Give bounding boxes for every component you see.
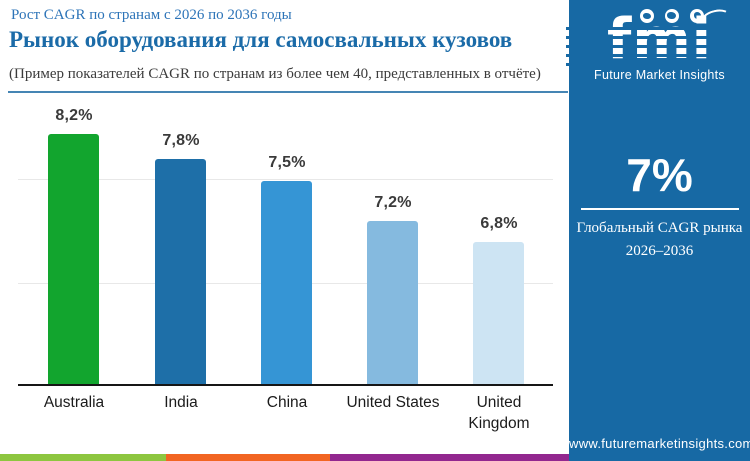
bar-value-china: 7,5% — [268, 154, 306, 171]
bar-united-kingdom — [473, 242, 524, 384]
axis-label-india: India — [164, 394, 198, 411]
footer-stripe-purple — [330, 454, 569, 461]
global-cagr-value: 7% — [626, 149, 693, 201]
asia-pacific-globe-icon — [690, 9, 704, 23]
chart-subtitle: (Пример показателей CAGR по странам из б… — [9, 66, 541, 82]
footer-stripe — [0, 454, 569, 461]
americas-globe-icon — [640, 9, 654, 23]
logo-tagline: Future Market Insights — [594, 68, 725, 82]
cagr-bar-chart: 8,2% Australia 7,8% India 7,5% China 7,2% Unite… — [18, 107, 553, 432]
axis-label-united-kingdom: United Kingdom — [468, 394, 530, 432]
bar-value-united-kingdom: 6,8% — [480, 215, 518, 232]
stat-divider — [580, 208, 739, 210]
global-cagr-caption: Глобальный CAGR рынка 2026–2036 — [569, 217, 750, 264]
header-divider — [8, 91, 568, 93]
global-cagr-caption-line1: Глобальный CAGR рынка — [576, 220, 743, 236]
gridline — [18, 179, 553, 180]
logo-stripes — [566, 21, 750, 67]
bar-value-australia: 8,2% — [55, 107, 93, 124]
footer-stripe-green — [0, 454, 166, 461]
bar-china — [261, 181, 312, 384]
chart-kicker: Рост CAGR по странам с 2026 по 2036 годы — [11, 7, 292, 23]
footer-stripe-orange — [166, 454, 330, 461]
axis-label-united-states: United States — [346, 394, 440, 411]
fmi-logo: fmi Future Market Insights — [566, 0, 750, 95]
website-link[interactable]: www.futuremarketinsights.com — [569, 436, 750, 451]
bar-australia — [48, 134, 99, 384]
logo-globe-icons — [640, 9, 704, 23]
axis-label-australia: Australia — [43, 394, 105, 411]
x-axis-line — [18, 384, 553, 386]
bar-united-states — [367, 221, 418, 384]
bar-value-india: 7,8% — [162, 132, 200, 149]
global-cagr-caption-line2: 2026–2036 — [625, 243, 694, 260]
axis-label-china: China — [266, 394, 308, 411]
brand-sidebar: fmi Future Market Insights 7% Глобальный… — [566, 0, 750, 461]
bar-india — [155, 159, 206, 384]
page-title: Рынок оборудования для самосвальных кузо… — [9, 27, 513, 52]
bar-value-united-states: 7,2% — [374, 194, 412, 211]
europe-globe-icon — [665, 9, 679, 23]
